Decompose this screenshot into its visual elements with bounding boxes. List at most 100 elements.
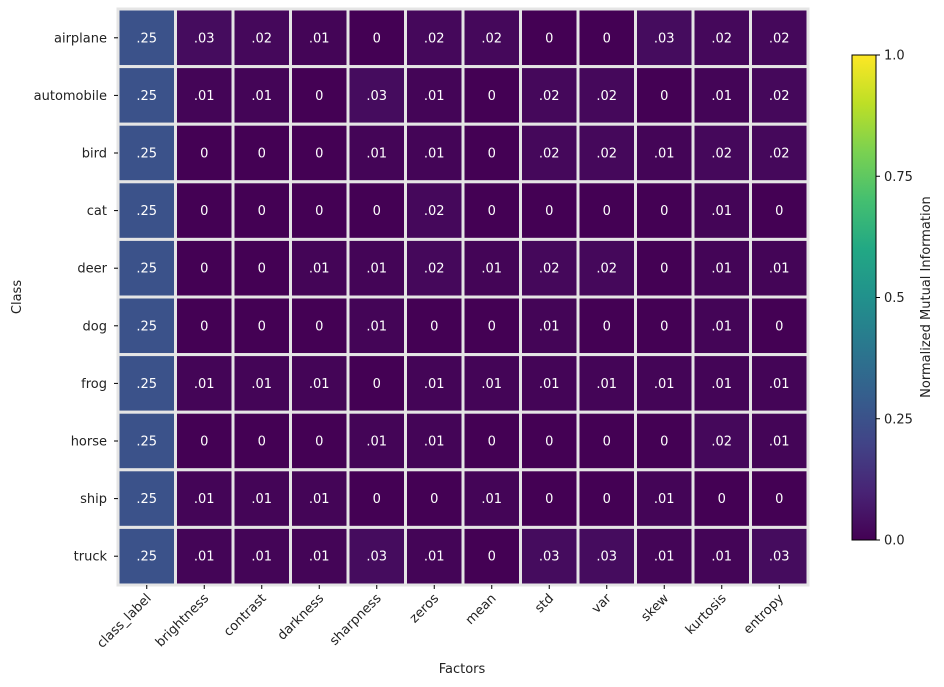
heatmap-cell xyxy=(346,353,407,414)
cell-value-label: .01 xyxy=(711,89,732,104)
cell-value-label: .01 xyxy=(309,31,330,46)
cell-value-label: .01 xyxy=(309,377,330,392)
cell-value-label: .02 xyxy=(424,204,445,219)
y-tick-label: truck xyxy=(74,550,108,565)
cell-value-label: .01 xyxy=(424,147,445,162)
cell-value-label: 0 xyxy=(258,204,266,219)
cell-value-label: 0 xyxy=(315,89,323,104)
cell-value-label: .01 xyxy=(654,492,675,507)
cell-value-label: 0 xyxy=(603,31,611,46)
x-tick-label: class_label xyxy=(94,591,154,651)
cell-value-label: .01 xyxy=(366,262,387,277)
cell-value-label: .01 xyxy=(366,319,387,334)
cell-value-label: .01 xyxy=(424,377,445,392)
cell-value-label: .03 xyxy=(366,550,387,565)
cell-value-label: .03 xyxy=(194,31,215,46)
cell-value-label: 0 xyxy=(660,89,668,104)
cell-value-label: 0 xyxy=(258,435,266,450)
heatmap-cell xyxy=(634,353,695,414)
cell-value-label: 0 xyxy=(373,377,381,392)
cell-value-label: 0 xyxy=(430,319,438,334)
heatmap-cell xyxy=(519,65,580,126)
heatmap-cell xyxy=(691,237,752,299)
heatmap-cell xyxy=(749,65,810,126)
heatmap-cell xyxy=(461,353,522,414)
cell-value-label: .25 xyxy=(136,204,157,219)
cell-value-label: .01 xyxy=(251,492,272,507)
cell-value-label: .03 xyxy=(539,550,560,565)
cell-value-label: .01 xyxy=(251,550,272,565)
cell-value-label: .01 xyxy=(424,89,445,104)
cell-value-label: 0 xyxy=(545,492,553,507)
cell-value-label: .02 xyxy=(481,31,502,46)
cell-value-label: .01 xyxy=(769,377,790,392)
cell-value-label: 0 xyxy=(200,435,208,450)
y-tick-label: automobile xyxy=(34,89,107,104)
heatmap-cell xyxy=(691,65,752,126)
cell-value-label: 0 xyxy=(200,147,208,162)
colorbar-tick-label: 0.75 xyxy=(884,170,913,185)
heatmap-cell xyxy=(289,410,350,472)
cell-value-label: 0 xyxy=(488,550,496,565)
heatmap-cell xyxy=(749,122,810,184)
cell-value-label: .03 xyxy=(596,550,617,565)
heatmap-cell xyxy=(461,295,522,357)
cell-value-label: .02 xyxy=(539,262,560,277)
cell-value-label: .03 xyxy=(769,550,790,565)
cell-value-label: 0 xyxy=(545,204,553,219)
cell-value-label: .02 xyxy=(596,89,617,104)
heatmap-cell xyxy=(346,65,407,126)
heatmap-cells: .25 .03 .02 .01 0 .02 .02 0 0 .03 .02 .02 .25 .01 .01 0… xyxy=(116,7,810,587)
x-tick-label: var xyxy=(589,591,615,617)
heatmap-cell xyxy=(231,122,292,184)
cell-value-label: 0 xyxy=(258,147,266,162)
y-tick-label: cat xyxy=(87,204,107,219)
heatmap-cell xyxy=(749,295,810,357)
cell-value-label: 0 xyxy=(603,492,611,507)
cell-value-label: 0 xyxy=(315,204,323,219)
y-tick-label: ship xyxy=(80,492,107,507)
heatmap-cell xyxy=(749,353,810,414)
x-tick-label: kurtosis xyxy=(683,591,730,638)
cell-value-label: .25 xyxy=(136,262,157,277)
cell-value-label: 0 xyxy=(660,262,668,277)
cell-value-label: .02 xyxy=(769,31,790,46)
cell-value-label: .01 xyxy=(194,377,215,392)
cell-value-label: .01 xyxy=(711,262,732,277)
heatmap-cell xyxy=(174,237,235,299)
cell-value-label: 0 xyxy=(603,204,611,219)
cell-value-label: .02 xyxy=(596,262,617,277)
cell-value-label: .01 xyxy=(596,377,617,392)
cell-value-label: 0 xyxy=(775,204,783,219)
cell-value-label: .01 xyxy=(424,550,445,565)
y-axis-title: Class xyxy=(10,280,25,314)
y-tick-label: bird xyxy=(82,147,107,162)
colorbar-tick-label: 1.0 xyxy=(884,49,905,64)
cell-value-label: .01 xyxy=(251,89,272,104)
cell-value-label: .02 xyxy=(539,89,560,104)
cell-value-label: 0 xyxy=(660,319,668,334)
y-tick-label: airplane xyxy=(54,31,107,46)
cell-value-label: .01 xyxy=(711,550,732,565)
cell-value-label: .01 xyxy=(309,492,330,507)
heatmap-cell xyxy=(634,180,695,241)
cell-value-label: .25 xyxy=(136,435,157,450)
cell-value-label: .01 xyxy=(424,435,445,450)
cell-value-label: .01 xyxy=(309,262,330,277)
cell-value-label: 0 xyxy=(545,31,553,46)
cell-value-label: .02 xyxy=(769,147,790,162)
heatmap-cell xyxy=(174,353,235,414)
cell-value-label: .02 xyxy=(711,31,732,46)
cell-value-label: 0 xyxy=(315,147,323,162)
cell-value-label: .01 xyxy=(654,147,675,162)
y-tick-label: dog xyxy=(83,319,107,334)
x-tick-label: std xyxy=(532,591,557,616)
heatmap-cell xyxy=(634,7,695,69)
cell-value-label: 0 xyxy=(545,435,553,450)
cell-value-label: 0 xyxy=(315,435,323,450)
heatmap-cell xyxy=(174,525,235,587)
heatmap-cell xyxy=(346,410,407,472)
heatmap-cell xyxy=(749,410,810,472)
